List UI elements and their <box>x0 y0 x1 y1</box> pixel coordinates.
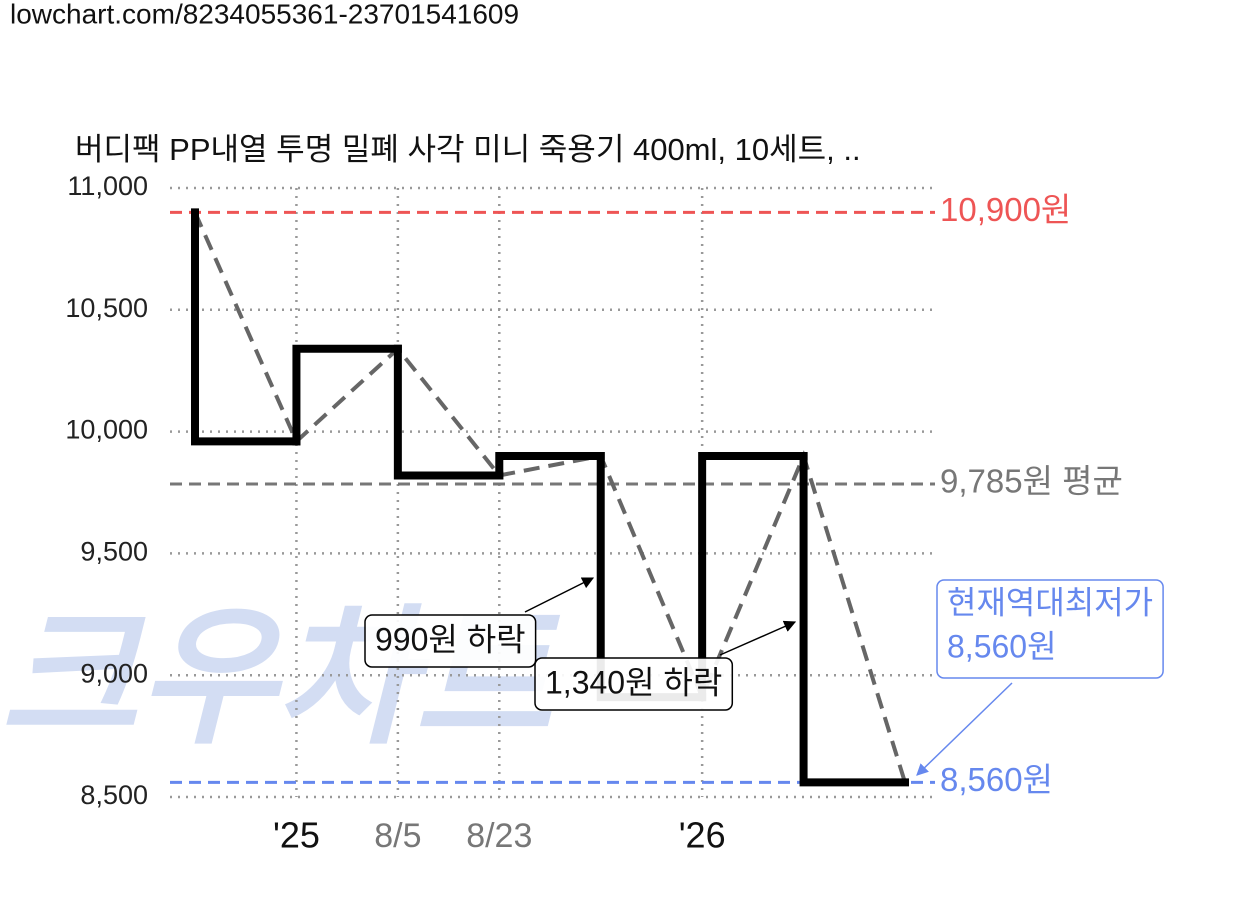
y-tick-label: 11,000 <box>67 171 148 201</box>
x-tick-label: '25 <box>273 815 320 856</box>
y-tick-label: 8,500 <box>80 780 148 810</box>
price-step <box>292 344 402 446</box>
callout-arrow <box>916 682 1013 776</box>
annotation-box <box>364 614 537 668</box>
x-tick-label: '26 <box>679 815 726 856</box>
price-step <box>698 451 808 702</box>
callout-text: 현재역대최저가 <box>947 584 1153 620</box>
reference-label: 9,785원 평균 <box>940 463 1123 500</box>
annotation-arrow <box>524 577 595 613</box>
annotation-text: 1,340원 하락 <box>545 664 722 700</box>
callout-text: 8,560원 <box>947 628 1057 664</box>
price-step <box>393 344 504 480</box>
annotation-text: 990원 하락 <box>375 621 526 657</box>
x-tick-label: 8/23 <box>466 817 532 855</box>
price-step <box>495 451 605 480</box>
y-tick-label: 10,500 <box>65 293 148 323</box>
chart-title: 버디팩 PP내열 투명 밀폐 사각 미니 죽용기 400ml, 10세트, .. <box>75 132 861 167</box>
y-tick-label: 9,500 <box>80 537 148 567</box>
y-tick-label: 9,000 <box>80 658 148 688</box>
annotation-box <box>534 657 734 711</box>
x-tick-label: 8/5 <box>374 817 421 855</box>
annotation-arrow <box>719 620 797 656</box>
callout-box <box>936 579 1164 679</box>
y-tick-label: 10,000 <box>65 415 148 445</box>
reference-label: 8,560원 <box>940 761 1053 798</box>
url: lowchart.com/8234055361-23701541609 <box>10 0 519 29</box>
trend-line <box>193 211 907 783</box>
price-step <box>799 451 910 787</box>
price-step <box>191 208 301 446</box>
reference-label: 10,900원 <box>940 191 1071 228</box>
